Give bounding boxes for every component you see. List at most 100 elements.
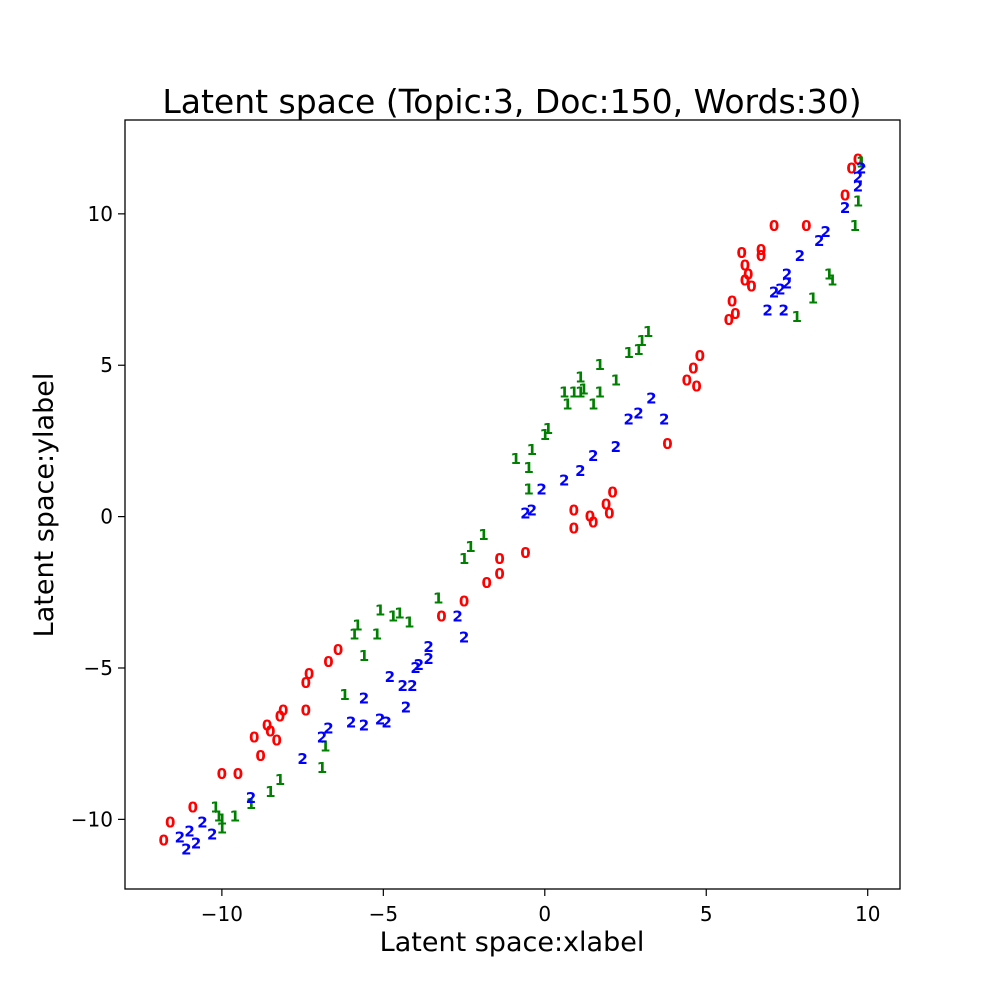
data-point: 0 [333, 641, 343, 659]
data-point: 0 [727, 293, 737, 311]
data-point: 1 [827, 271, 837, 289]
data-point: 1 [217, 810, 227, 828]
data-point: 0 [801, 217, 811, 235]
data-point: 2 [856, 159, 866, 177]
data-point: 0 [740, 271, 750, 289]
data-point: 0 [846, 159, 856, 177]
data-point: 0 [769, 217, 779, 235]
data-point: 1 [523, 459, 533, 477]
data-point: 2 [853, 178, 863, 196]
data-point: 1 [594, 356, 604, 374]
data-point: 0 [494, 565, 504, 583]
data-point: 2 [559, 471, 569, 489]
data-point: 0 [233, 765, 243, 783]
data-point: 0 [159, 832, 169, 850]
data-point: 0 [304, 665, 314, 683]
data-point: 0 [459, 592, 469, 610]
data-point: 2 [359, 689, 369, 707]
data-point: 2 [795, 247, 805, 265]
y-tick-label: 10 [88, 202, 113, 226]
data-point: 1 [459, 550, 469, 568]
data-point: 1 [636, 332, 646, 350]
data-point: 2 [317, 729, 327, 747]
y-axis-label: Latent space:ylabel [29, 373, 60, 638]
data-point: 1 [624, 344, 634, 362]
data-point: 0 [249, 729, 259, 747]
y-tick-label: −10 [71, 807, 113, 831]
data-point: 2 [459, 629, 469, 647]
data-point: 2 [588, 447, 598, 465]
data-point: 1 [575, 383, 585, 401]
data-point: 1 [213, 807, 223, 825]
data-point: 2 [323, 720, 333, 738]
data-point: 1 [633, 341, 643, 359]
data-point: 1 [359, 647, 369, 665]
data-point: 2 [181, 841, 191, 859]
data-point: 0 [737, 244, 747, 262]
data-point: 1 [339, 686, 349, 704]
data-point: 1 [643, 323, 653, 341]
data-point: 2 [575, 462, 585, 480]
data-point: 0 [436, 608, 446, 626]
data-point: 1 [569, 383, 579, 401]
data-point: 1 [562, 396, 572, 414]
data-point: 0 [569, 520, 579, 538]
data-point: 2 [207, 826, 217, 844]
data-point: 2 [814, 232, 824, 250]
data-point: 0 [301, 701, 311, 719]
data-point: 0 [688, 359, 698, 377]
data-point: 1 [375, 601, 385, 619]
data-point: 2 [633, 405, 643, 423]
data-point: 1 [850, 217, 860, 235]
data-point: 1 [394, 604, 404, 622]
data-point: 0 [607, 483, 617, 501]
data-point: 1 [791, 308, 801, 326]
x-tick-label: 10 [855, 902, 880, 926]
x-tick-label: −10 [201, 902, 243, 926]
data-point: 1 [388, 608, 398, 626]
data-point: 0 [740, 256, 750, 274]
data-point: 1 [246, 795, 256, 813]
data-point: 0 [275, 707, 285, 725]
data-point: 2 [407, 677, 417, 695]
data-point: 0 [746, 278, 756, 296]
data-point: 2 [775, 281, 785, 299]
data-point: 2 [346, 713, 356, 731]
data-point: 1 [265, 783, 275, 801]
data-point: 0 [520, 544, 530, 562]
data-point: 0 [278, 701, 288, 719]
data-point: 2 [769, 284, 779, 302]
data-point: 2 [853, 169, 863, 187]
data-point: 0 [730, 305, 740, 323]
data-point: 0 [481, 574, 491, 592]
x-axis-label: Latent space:xlabel [380, 927, 645, 958]
data-point: 2 [452, 608, 462, 626]
data-point: 2 [401, 698, 411, 716]
data-point: 2 [359, 717, 369, 735]
chart-title: Latent space (Topic:3, Doc:150, Words:30… [162, 82, 861, 121]
data-point: 1 [217, 819, 227, 837]
data-point: 0 [255, 747, 265, 765]
data-point: 2 [246, 789, 256, 807]
data-point: 2 [762, 302, 772, 320]
data-point: 0 [743, 265, 753, 283]
data-point: 1 [317, 759, 327, 777]
data-point: 1 [210, 798, 220, 816]
data-point: 1 [320, 738, 330, 756]
data-point: 1 [559, 383, 569, 401]
data-point: 1 [230, 807, 240, 825]
data-point: 2 [520, 505, 530, 523]
data-point: 2 [821, 223, 831, 241]
data-point: 0 [588, 514, 598, 532]
data-point: 1 [511, 450, 521, 468]
data-point: 0 [695, 347, 705, 365]
data-point: 1 [372, 626, 382, 644]
data-point: 0 [188, 798, 198, 816]
data-point: 1 [540, 426, 550, 444]
data-point: 2 [659, 411, 669, 429]
data-point: 1 [853, 193, 863, 211]
